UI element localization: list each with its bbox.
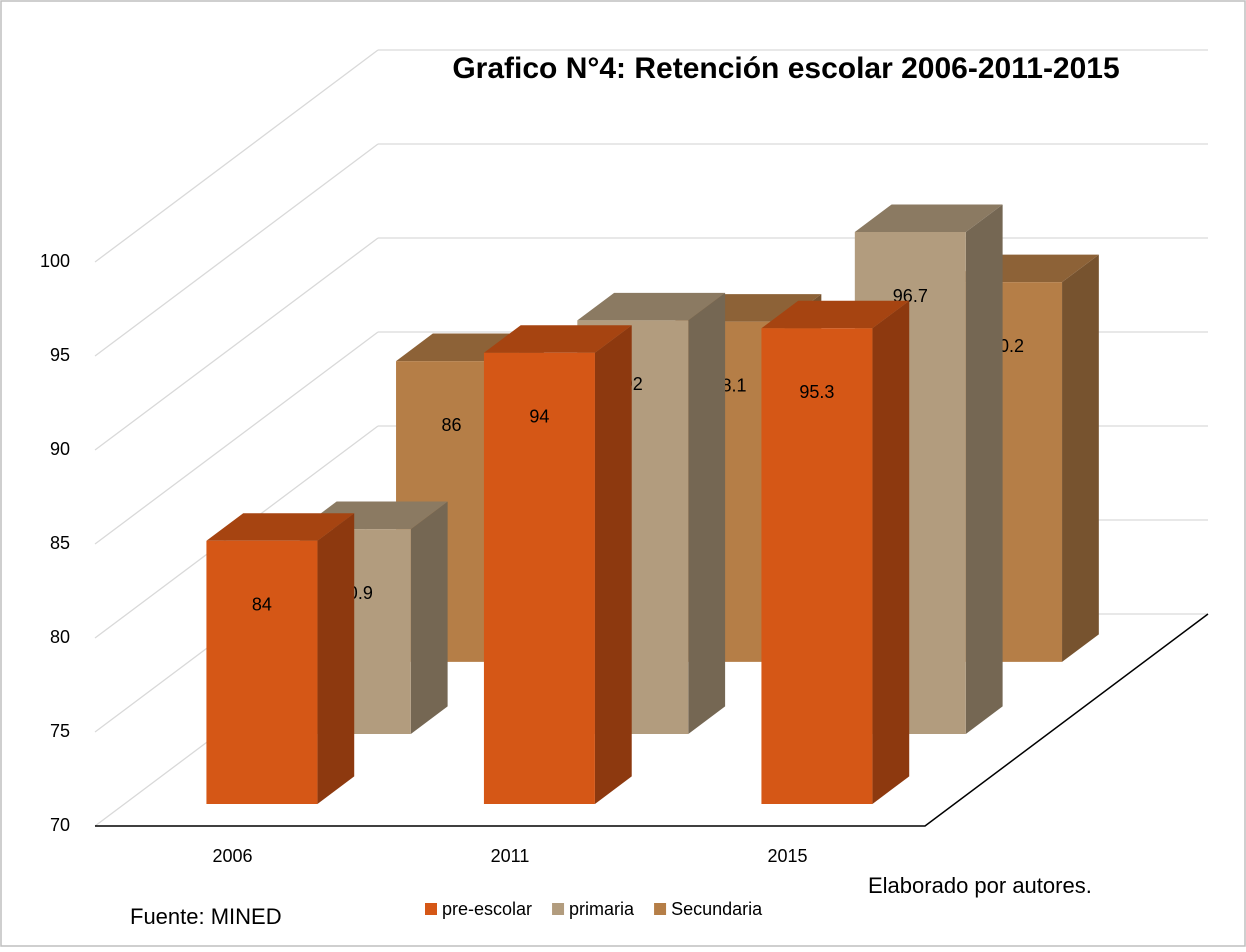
bar-front [761, 328, 873, 804]
bar-side [317, 513, 355, 804]
grid-line [94, 49, 379, 263]
x-tick-label: 2015 [767, 846, 807, 866]
x-tick-label: 2011 [491, 846, 530, 866]
bar-front [206, 540, 318, 804]
y-tick-label: 100 [40, 251, 70, 271]
x-tick-label: 2006 [212, 846, 252, 866]
bar-top [483, 325, 632, 353]
chart-title: Grafico N°4: Retención escolar 2006-2011… [452, 52, 1119, 85]
y-tick-label: 90 [50, 439, 70, 459]
data-label: 86 [442, 415, 462, 435]
bar-side [872, 300, 910, 804]
bar [206, 513, 355, 804]
bar-side [410, 501, 448, 734]
bar [483, 325, 632, 804]
data-label: 94 [529, 407, 549, 427]
data-label: 84 [252, 595, 272, 615]
bar-top [761, 300, 910, 329]
floor-edge [95, 613, 1209, 827]
bar-top [854, 204, 1003, 233]
bar [761, 300, 910, 804]
bar-front [483, 352, 595, 804]
data-label: 95.3 [799, 382, 834, 402]
legend-label: primaria [569, 899, 635, 919]
grid-line [94, 331, 379, 545]
y-tick-label: 80 [50, 627, 70, 647]
bar-top [577, 292, 726, 321]
bar-side [594, 325, 632, 804]
annotation: Fuente: MINED [130, 904, 282, 929]
bar-top [206, 513, 355, 541]
legend-swatch [552, 903, 565, 915]
y-tick-label: 85 [50, 533, 70, 553]
bar-side [1062, 254, 1099, 662]
grid-line [94, 237, 379, 451]
y-tick-label: 70 [50, 815, 70, 835]
bar-side [688, 292, 726, 734]
legend-swatch [425, 903, 437, 915]
legend-label: pre-escolar [442, 899, 532, 919]
annotation: Elaborado por autores. [868, 873, 1092, 898]
legend-swatch [654, 903, 667, 915]
grid-line [94, 143, 379, 357]
y-tick-label: 95 [50, 345, 70, 365]
legend-label: Secundaria [671, 899, 763, 919]
y-tick-label: 75 [50, 721, 70, 741]
bar-side [965, 204, 1003, 734]
